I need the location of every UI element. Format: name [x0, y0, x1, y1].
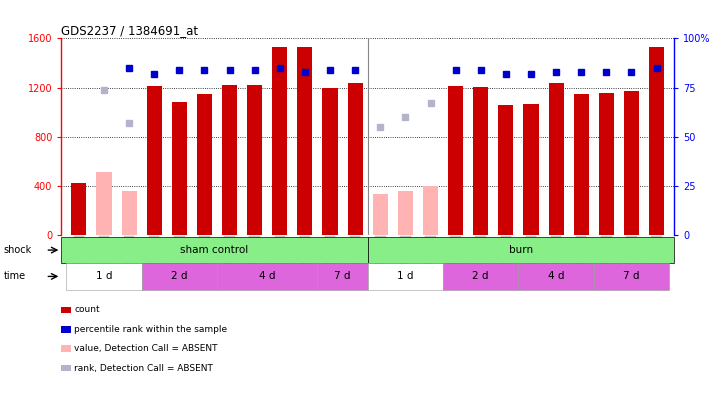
Text: percentile rank within the sample: percentile rank within the sample — [74, 325, 227, 334]
Bar — [574, 94, 589, 235]
Bar — [398, 191, 413, 235]
Text: burn: burn — [509, 245, 533, 255]
Text: 2 d: 2 d — [472, 271, 489, 281]
Text: 7 d: 7 d — [335, 271, 351, 281]
Text: 4 d: 4 d — [259, 271, 275, 281]
Text: 2 d: 2 d — [171, 271, 187, 281]
Bar — [598, 93, 614, 235]
Bar — [247, 85, 262, 235]
Text: 7 d: 7 d — [623, 271, 640, 281]
Bar — [322, 87, 337, 235]
Bar — [122, 191, 137, 235]
Text: 4 d: 4 d — [548, 271, 565, 281]
Bar — [473, 87, 488, 235]
Text: GDS2237 / 1384691_at: GDS2237 / 1384691_at — [61, 24, 198, 37]
Text: count: count — [74, 305, 100, 314]
Text: sham control: sham control — [180, 245, 249, 255]
Bar — [97, 172, 112, 235]
Bar — [373, 194, 388, 235]
Bar — [273, 47, 288, 235]
Bar — [649, 47, 664, 235]
Text: shock: shock — [4, 245, 32, 255]
Text: rank, Detection Call = ABSENT: rank, Detection Call = ABSENT — [74, 364, 213, 373]
Bar — [498, 105, 513, 235]
Bar — [348, 83, 363, 235]
Bar — [448, 86, 463, 235]
Bar — [71, 183, 87, 235]
Text: time: time — [4, 271, 26, 281]
Bar — [222, 85, 237, 235]
Bar — [297, 47, 312, 235]
Bar — [423, 186, 438, 235]
Bar — [197, 94, 212, 235]
Text: 1 d: 1 d — [96, 271, 112, 281]
Bar — [549, 83, 564, 235]
Bar — [624, 91, 639, 235]
Bar — [172, 102, 187, 235]
Text: value, Detection Call = ABSENT: value, Detection Call = ABSENT — [74, 344, 218, 353]
Bar — [146, 86, 162, 235]
Text: 1 d: 1 d — [397, 271, 414, 281]
Bar — [523, 104, 539, 235]
